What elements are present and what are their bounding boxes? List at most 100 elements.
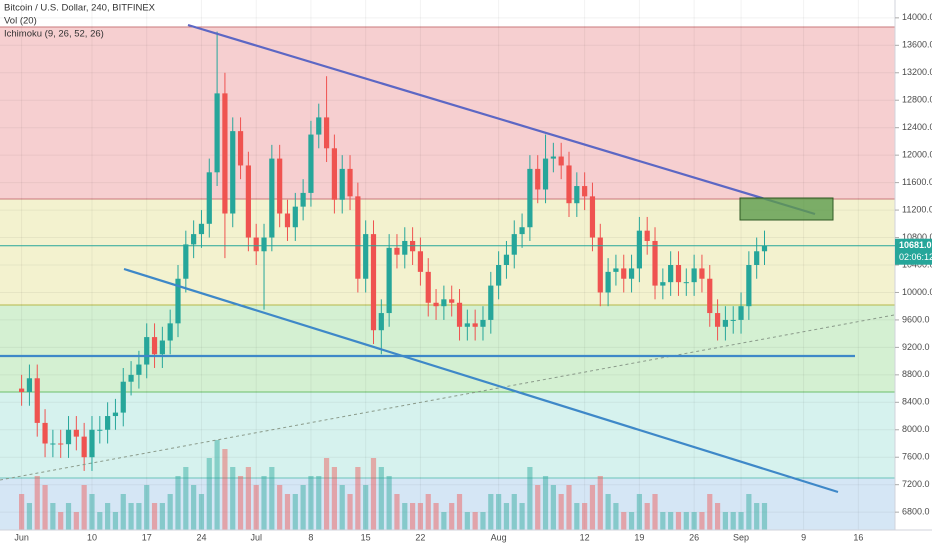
candle-body: [26, 378, 33, 393]
volume-bar: [112, 512, 119, 530]
candle-body: [144, 337, 150, 365]
x-tick-label: 9: [801, 532, 806, 542]
volume-bar: [582, 503, 588, 530]
candle-body: [230, 131, 236, 214]
candle-body: [19, 388, 25, 393]
volume-bar: [480, 512, 486, 530]
candle-body: [378, 313, 384, 331]
axis-labels: 6800.0 7200.0 7600.0 8000.0 8400.0 8800.0 9200…: [14, 12, 932, 542]
indicator: Ichimoku (9, 26, 52, 26): [4, 29, 104, 40]
candle-body: [222, 93, 228, 214]
candle-body: [417, 251, 424, 272]
volume-bar: [120, 494, 126, 530]
volume-bar: [566, 485, 572, 530]
x-tick-label: 26: [689, 532, 699, 542]
candle-body: [245, 165, 251, 238]
candle-body: [386, 247, 392, 314]
volume-bar: [746, 494, 752, 530]
volume-bar: [214, 440, 220, 530]
zone-cyan: [0, 392, 895, 478]
y-tick-label: 7200.0: [902, 479, 930, 489]
drawings: [0, 23, 932, 494]
volume-bar: [722, 512, 728, 530]
volume-bar: [284, 494, 291, 530]
candle-body: [582, 186, 588, 197]
candle-body: [613, 268, 619, 272]
candle-body: [253, 237, 259, 252]
volume-bar: [292, 494, 298, 530]
volume-bar: [699, 512, 705, 530]
candle-body: [714, 313, 721, 327]
volume-bar: [316, 476, 322, 530]
volume-bar: [527, 467, 533, 530]
volume-bar: [472, 512, 478, 530]
candle-body: [496, 265, 502, 286]
volume-bar: [198, 494, 205, 530]
volume-bar: [222, 449, 228, 530]
volume-bar: [308, 476, 314, 530]
volume-bar: [175, 476, 181, 530]
volume-bar: [574, 503, 580, 530]
x-tick-label: 16: [853, 532, 863, 542]
candle-body: [550, 156, 556, 159]
volume-bar: [34, 476, 40, 530]
volume-bar: [519, 503, 525, 530]
volume-bar: [589, 485, 596, 530]
price-axis: [895, 0, 932, 550]
x-tick-label: Jul: [250, 532, 262, 542]
candle-body: [394, 247, 400, 255]
candle-body: [449, 299, 455, 303]
volume-bar: [136, 503, 142, 530]
candle-body: [691, 268, 697, 283]
candle-body: [621, 268, 627, 279]
candle-body: [480, 319, 486, 327]
x-tick-label: 22: [415, 532, 425, 542]
candle-body: [754, 251, 760, 265]
volume-bar: [441, 512, 447, 530]
x-tick-label: Jun: [14, 532, 29, 542]
x-tick-label: 12: [580, 532, 590, 542]
candle-body: [425, 271, 431, 303]
candle-body: [402, 240, 408, 255]
candle-body: [363, 234, 369, 279]
lower-trend-line: [123, 267, 839, 494]
candle-body: [175, 278, 181, 324]
candle-body: [269, 158, 275, 238]
x-tick-label: 24: [196, 532, 206, 542]
candle-body: [105, 416, 111, 430]
y-tick-label: 8000.0: [902, 424, 930, 434]
candle-body: [535, 168, 541, 190]
candle-body: [433, 302, 439, 307]
candle-body: [167, 323, 173, 341]
candle-body: [151, 337, 158, 355]
candle-body: [668, 265, 674, 283]
volume-bar: [269, 467, 275, 530]
candle-body: [730, 319, 736, 321]
x-tick-label: 15: [361, 532, 371, 542]
candle-body: [136, 364, 142, 375]
candle-body: [284, 213, 291, 228]
volume-bar: [58, 512, 64, 530]
y-tick-label: 11600.0: [902, 177, 932, 187]
candle-body: [308, 134, 314, 193]
x-tick-label: 10: [87, 532, 97, 542]
volume-bar: [613, 503, 619, 530]
volume-bar: [691, 512, 697, 530]
volume-bar: [652, 494, 658, 530]
volume-bar: [253, 485, 259, 530]
volume-bar: [668, 512, 674, 530]
candle-body: [292, 206, 298, 228]
candle-body: [128, 374, 134, 382]
candle-body: [761, 245, 768, 252]
candle-body: [183, 244, 189, 279]
volume-bar: [675, 512, 682, 530]
volume-bar: [503, 503, 510, 530]
volume-bar: [347, 494, 353, 530]
y-tick-label: 10000.0: [902, 287, 932, 297]
candle-body: [636, 230, 642, 269]
zone-red: [0, 27, 895, 199]
indicator: Vol (20): [4, 16, 37, 27]
y-tick-label: 12000.0: [902, 150, 932, 160]
volume-bar: [230, 467, 236, 530]
